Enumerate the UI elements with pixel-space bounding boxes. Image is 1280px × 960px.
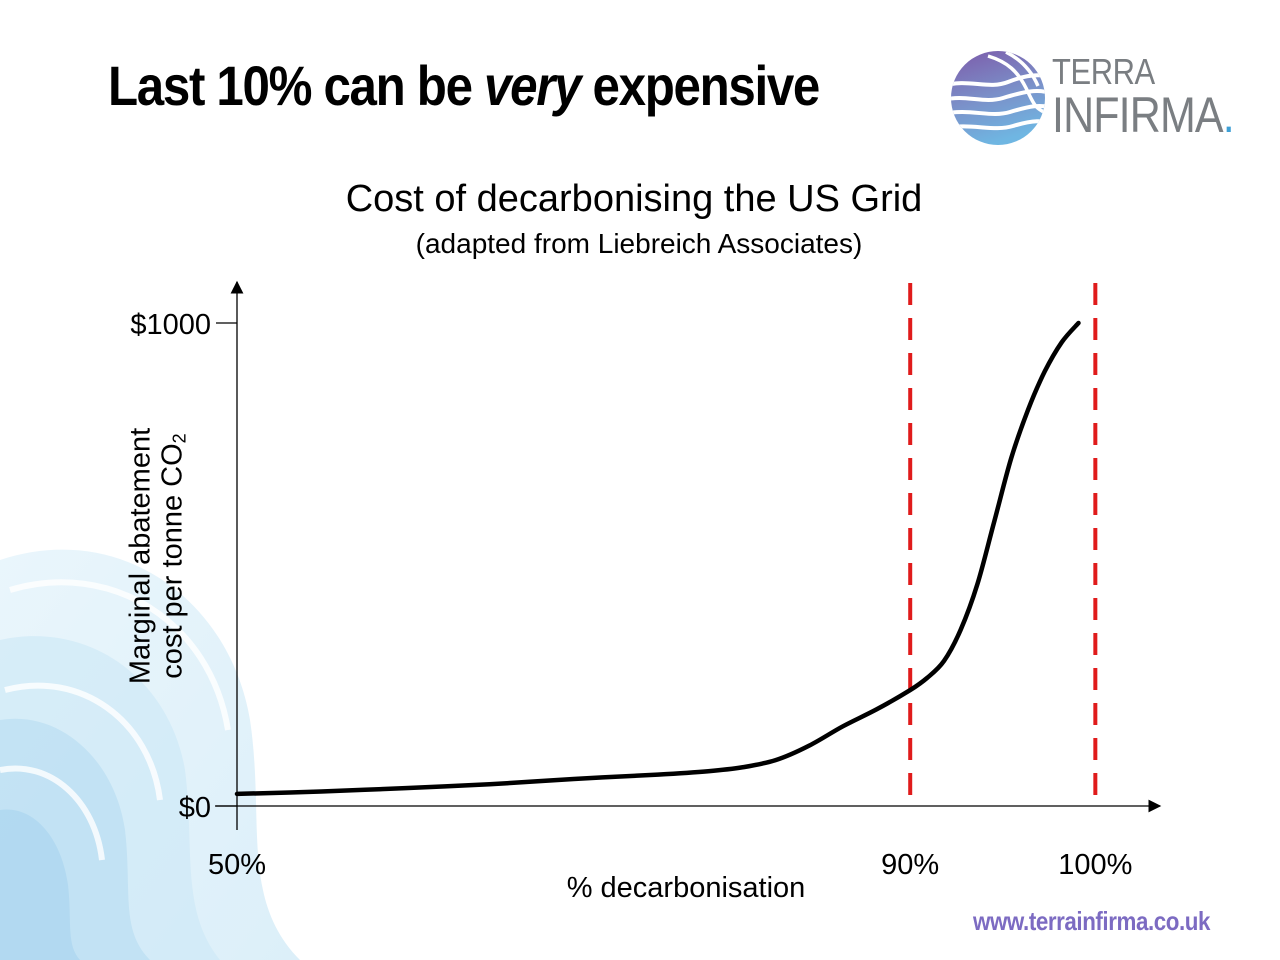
logo-dot: . bbox=[1222, 87, 1235, 143]
logo-text-infirma-word: INFIRMA bbox=[1052, 87, 1224, 143]
terra-infirma-logo: TERRA INFIRMA. bbox=[948, 48, 1258, 148]
chart-subtitle: (adapted from Liebreich Associates) bbox=[415, 228, 863, 259]
x-tick-label-2: 90% bbox=[881, 849, 939, 881]
chart-title: Cost of decarbonising the US Grid bbox=[345, 178, 923, 220]
y-tick-label-2: $1000 bbox=[130, 309, 211, 341]
y-axis-label-line1: Marginal abatement bbox=[124, 427, 157, 685]
website-url[interactable]: www.terrainfirma.co.uk bbox=[973, 906, 1210, 936]
x-tick-label-3: 100% bbox=[1058, 849, 1132, 881]
y-axis-label: Marginal abatement cost per tonne CO2 bbox=[125, 296, 190, 816]
y-tick-label-1: $0 bbox=[179, 792, 211, 824]
terra-infirma-logo-icon bbox=[951, 51, 1045, 145]
reference-lines bbox=[908, 283, 1098, 808]
tick-marks bbox=[216, 322, 237, 807]
y-axis-label-line2: cost per tonne CO bbox=[157, 443, 189, 679]
x-tick-label-1: 50% bbox=[208, 849, 266, 881]
slide-title-start: Last 10% can be bbox=[108, 54, 485, 117]
slide-title: Last 10% can be very expensive bbox=[108, 58, 820, 114]
series-line-1 bbox=[234, 320, 1081, 797]
slide-title-end: expensive bbox=[580, 54, 821, 117]
series-layer bbox=[234, 320, 1081, 797]
slide-title-emphasis: very bbox=[484, 54, 581, 117]
logo-text-infirma: INFIRMA. bbox=[1052, 87, 1235, 143]
tick-labels: $0 $1000 50% 90% 100% bbox=[130, 309, 1132, 881]
y-axis-label-subscript: 2 bbox=[170, 433, 190, 444]
logo-text-terra: TERRA bbox=[1052, 51, 1155, 92]
x-axis-label: % decarbonisation bbox=[567, 872, 806, 904]
